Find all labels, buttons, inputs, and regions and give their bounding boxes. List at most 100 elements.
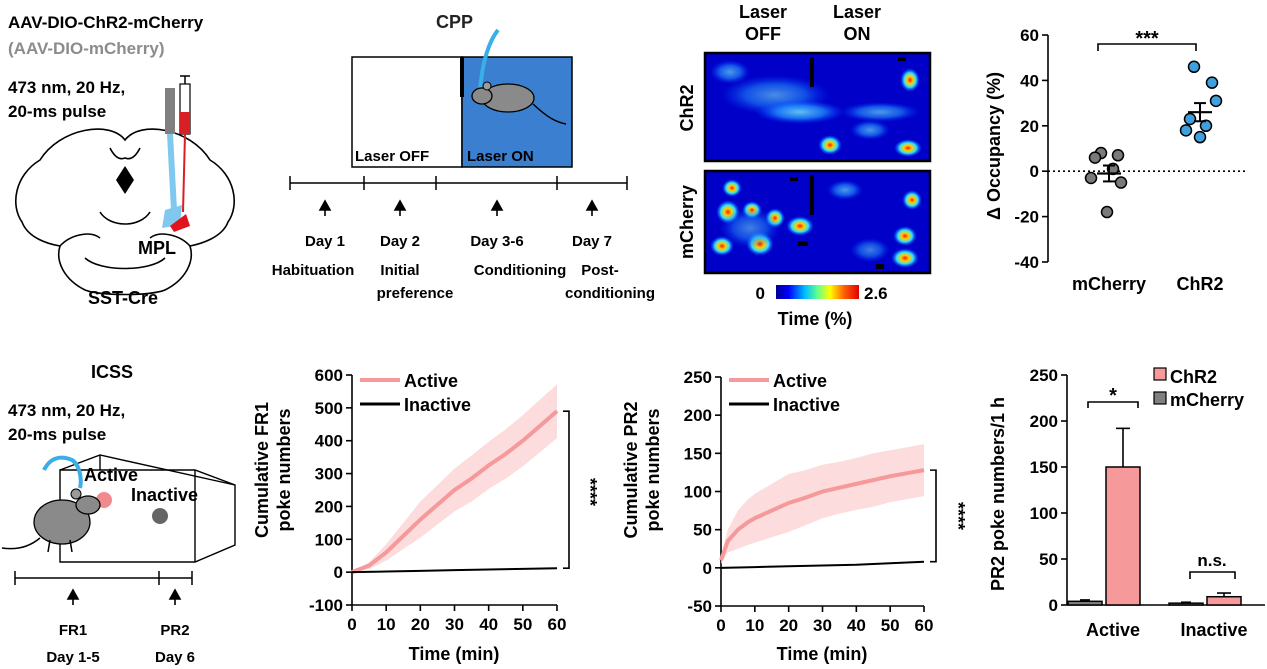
panel-icss: ICSS 473 nm, 20 Hz, 20-ms pulse Active I…: [1, 362, 236, 666]
scatter-point: [1114, 176, 1128, 189]
pr2-active-line: [719, 468, 925, 561]
virus-label: AAV-DIO-ChR2-mCherry: [8, 13, 204, 32]
heatmap-col2-line1: Laser: [833, 2, 881, 22]
heatmap-row1-label: ChR2: [677, 84, 697, 131]
fr1-x-tick-label: 40: [479, 615, 498, 634]
bar-legend-mcherry-swatch: [1153, 391, 1167, 405]
heatmap-col1-line2: OFF: [745, 24, 781, 44]
bar-y-tick-label: 200: [1030, 412, 1058, 431]
fr1-line-chart: Cumulative FR1 poke numbers Time (min) A…: [252, 366, 600, 664]
pr2-x-tick-label: 0: [716, 616, 725, 635]
fr1-sig-bracket: [563, 410, 570, 569]
icss-title: ICSS: [91, 362, 133, 382]
occupancy-scatter-chart: Δ Occupancy (%) mCherry ChR2 *** -40 -20 0…: [984, 26, 1245, 294]
fr1-y-tick-label: 400: [315, 432, 343, 451]
phase-habituation: Habituation: [272, 262, 355, 279]
bar-y-tick-label: 100: [1030, 504, 1058, 523]
scatter-point: [1209, 94, 1223, 108]
panel-a: AAV-DIO-ChR2-mCherry (AAV-DIO-mCherry) 4…: [8, 13, 236, 308]
bar-mcherry: [1067, 600, 1103, 606]
fr1-active-sem-band: [352, 384, 557, 573]
mpl-region: [170, 214, 190, 232]
heatmap-mcherry: [703, 169, 932, 275]
pr2-y-tick-label: -50: [687, 597, 712, 616]
mouse-icon: [471, 81, 567, 125]
scatter-sig-bracket: [1097, 43, 1197, 51]
pr2-x-tick-label: 60: [915, 616, 934, 635]
bar-y-tick-label: 50: [1039, 550, 1058, 569]
pr2-bar-chart: PR2 poke numbers/1 h Active Inactive ChR…: [988, 366, 1265, 640]
scatter-y-tick-label: 0: [1030, 162, 1039, 181]
fr1-x-tick-label: 60: [548, 615, 567, 634]
panel-c: Laser OFF Laser ON ChR2 mCherry: [677, 2, 932, 329]
cpp-on-label: Laser ON: [467, 148, 534, 165]
syringe-virus: [180, 112, 190, 134]
bar-y-tick-label: 0: [1049, 596, 1058, 615]
colorbar-label: Time (%): [778, 309, 853, 329]
fr1-x-tick-label: 20: [411, 615, 430, 634]
fr1-inactive-line: [351, 567, 558, 574]
gray-fiber-ferrule: [165, 88, 175, 134]
fr1-y-tick-label: 300: [315, 465, 343, 484]
panel-b: CPP Laser OFF Laser ON Day 1 Day 2 Day 3…: [272, 12, 655, 302]
heatmap-col1-line1: Laser: [739, 2, 787, 22]
pr2-arrow: [168, 588, 182, 605]
scatter-point: [1193, 130, 1207, 144]
control-virus-label: (AAV-DIO-mCherry): [8, 39, 164, 58]
pr2-x-tick-label: 10: [745, 616, 764, 635]
scatter-y-tick-label: 20: [1020, 117, 1039, 136]
scatter-y-tick-label: -40: [1014, 253, 1039, 272]
pr2-x-tick-label: 20: [779, 616, 798, 635]
icss-mouse-icon: [1, 488, 101, 553]
pr2-significance: ****: [948, 502, 968, 530]
fr1-arrow: [66, 588, 80, 605]
bar-cat-inactive: Inactive: [1180, 620, 1247, 640]
optic-fiber: [167, 133, 177, 211]
fr1-x-tick-label: 0: [347, 615, 356, 634]
brain-section-illustration: [14, 128, 236, 296]
icss-chamber-box: [59, 454, 236, 563]
pr2-line-chart: Cumulative PR2 poke numbers Time (min) A…: [621, 368, 968, 664]
scatter-point: [1183, 112, 1197, 126]
fr1-y-tick-label: 500: [315, 399, 343, 418]
pr2-legend-active: Active: [773, 371, 827, 391]
pr2-y-tick-label: 50: [693, 521, 712, 540]
timeline-day-2: Day 2: [380, 233, 420, 250]
fr1-y-tick-label: 200: [315, 497, 343, 516]
pr2-y-tick-label: 250: [684, 368, 712, 387]
scatter-point: [1187, 60, 1201, 74]
fr1-x-tick-label: 30: [445, 615, 464, 634]
fr1-significance: ****: [580, 478, 600, 506]
colorbar-max: 2.6: [864, 284, 888, 303]
scatter-y-tick-label: -20: [1014, 208, 1039, 227]
timeline-day-1: Day 1: [305, 233, 345, 250]
phase-initial: Initial: [380, 262, 419, 279]
bar-y-tick-label: 250: [1030, 366, 1058, 385]
active-hole-label: Active: [84, 465, 138, 485]
scatter-significance: ***: [1135, 28, 1159, 50]
day7-arrow: [585, 199, 599, 216]
inactive-hole-label: Inactive: [131, 485, 198, 505]
scatter-point: [1084, 171, 1098, 185]
bar-chr2: [1105, 466, 1141, 606]
fr1-x-tick-label: 50: [513, 615, 532, 634]
scatter-point: [1111, 149, 1125, 162]
icss-day-pr2: Day 6: [155, 649, 195, 666]
pr2-legend-inactive: Inactive: [773, 395, 840, 415]
pr2-x-tick-label: 50: [881, 616, 900, 635]
day2-arrow: [393, 199, 407, 216]
cpp-divider: [460, 57, 464, 97]
icss-stim-line-1: 473 nm, 20 Hz,: [8, 401, 125, 420]
pr2-x-tick-label: 30: [813, 616, 832, 635]
fr1-y-tick-label: 600: [315, 366, 343, 385]
bar-annotation-active: *: [1109, 385, 1117, 407]
day3-arrow: [490, 199, 504, 216]
ventricle-shape: [116, 166, 134, 194]
fr1-x-tick-label: 10: [377, 615, 396, 634]
mouse-line-label: SST-Cre: [88, 288, 158, 308]
inactive-hole: [152, 508, 168, 524]
scatter-point: [1088, 151, 1102, 164]
icss-phase-fr1: FR1: [59, 622, 87, 639]
bar-mcherry: [1168, 602, 1204, 606]
bar-legend-chr2: ChR2: [1170, 367, 1217, 387]
